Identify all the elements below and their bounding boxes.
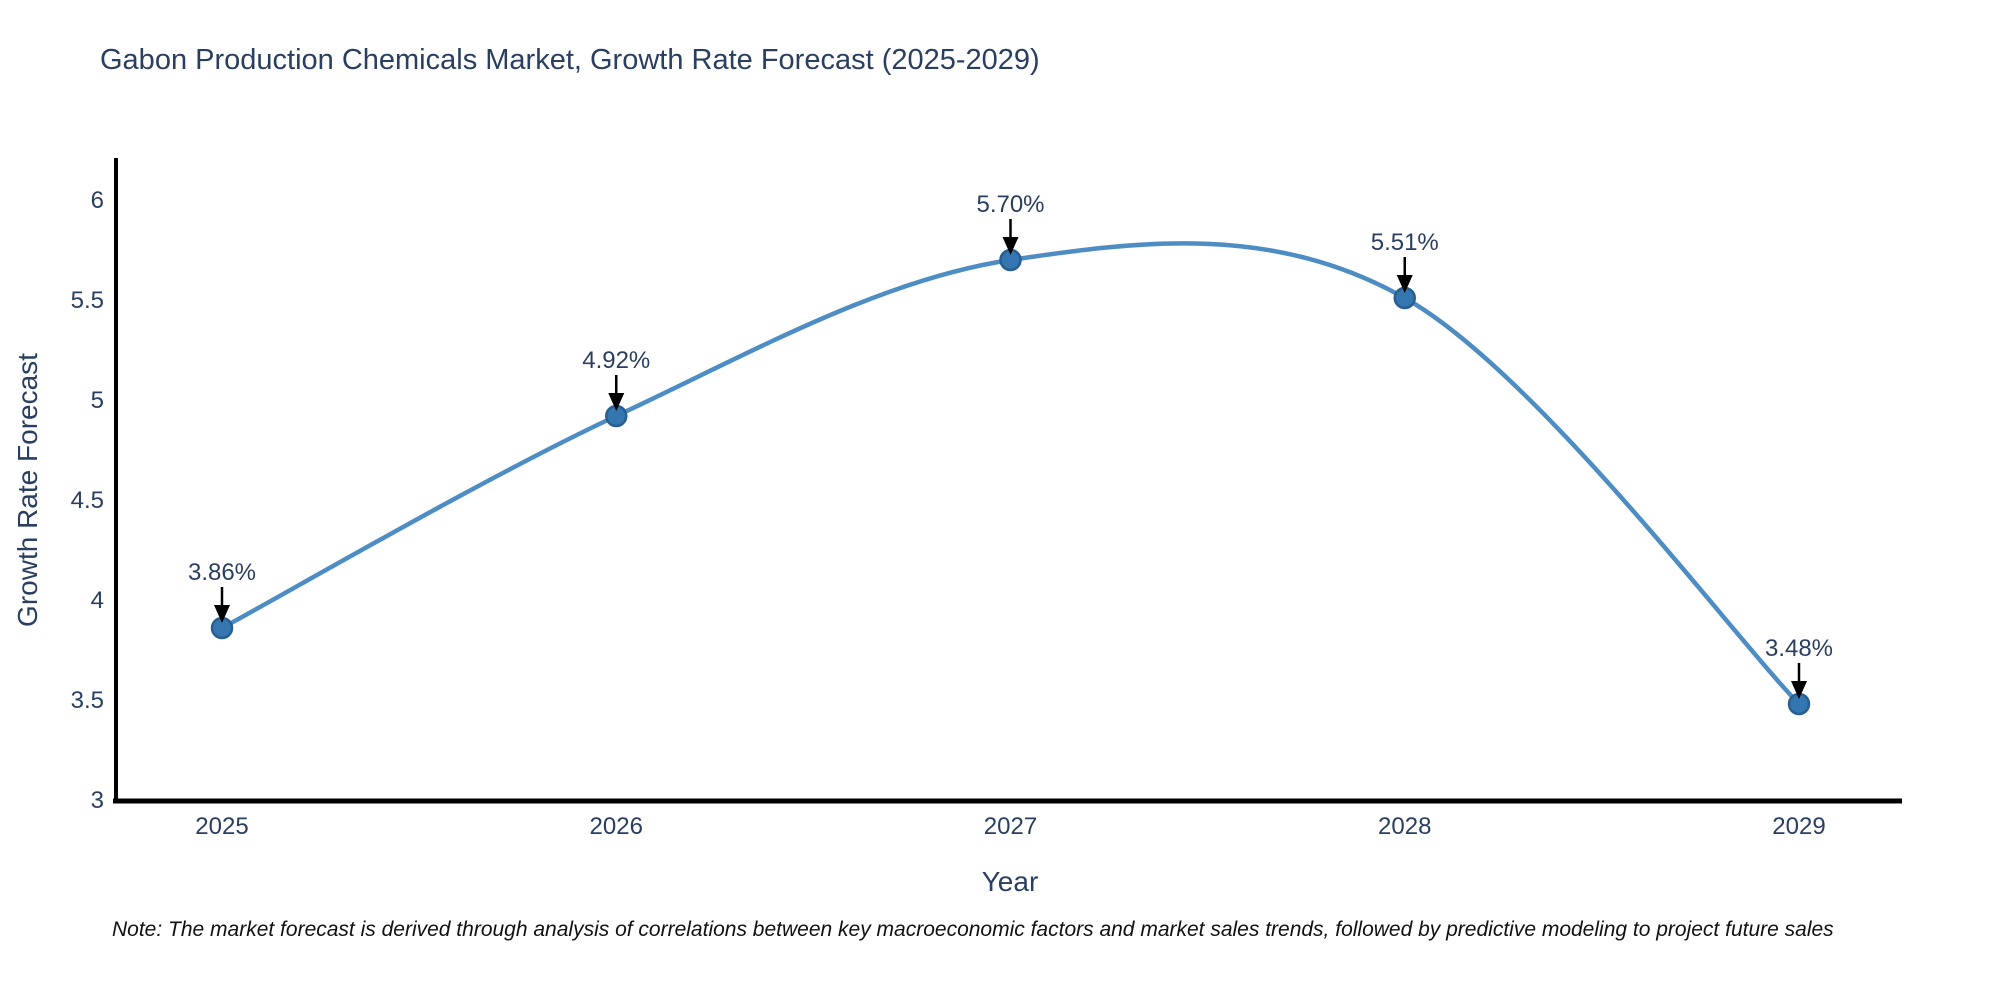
x-tick-label: 2027 <box>984 813 1037 840</box>
annotation-arrow-head <box>1002 237 1019 255</box>
annotation-arrow-head <box>608 393 625 411</box>
x-tick-label: 2026 <box>590 813 643 840</box>
y-tick-label: 6 <box>91 187 104 214</box>
data-point-label: 3.86% <box>188 559 256 586</box>
forecast-line <box>219 241 1802 707</box>
y-tick-label: 4 <box>91 587 104 614</box>
x-tick-label: 2028 <box>1378 813 1431 840</box>
y-tick-label: 5.5 <box>71 287 104 314</box>
footnote: Note: The market forecast is derived thr… <box>112 918 1834 941</box>
data-point-label: 3.48% <box>1765 635 1833 662</box>
annotation-arrow-head <box>1791 681 1807 699</box>
data-point-label: 4.92% <box>582 347 650 374</box>
y-tick-label: 4.5 <box>71 487 104 514</box>
x-tick-label: 2029 <box>1772 813 1825 840</box>
x-tick-label: 2025 <box>195 813 248 840</box>
x-axis-title: Year <box>981 866 1039 897</box>
y-tick-label: 3 <box>91 787 104 814</box>
annotation-arrow-head <box>214 605 230 623</box>
data-point-label: 5.70% <box>976 191 1044 218</box>
y-tick-label: 3.5 <box>71 687 104 714</box>
y-tick-label: 5 <box>91 387 104 414</box>
data-point-label: 5.51% <box>1371 229 1439 256</box>
chart-title: Gabon Production Chemicals Market, Growt… <box>100 44 1040 76</box>
annotation-arrow-head <box>1396 275 1413 293</box>
